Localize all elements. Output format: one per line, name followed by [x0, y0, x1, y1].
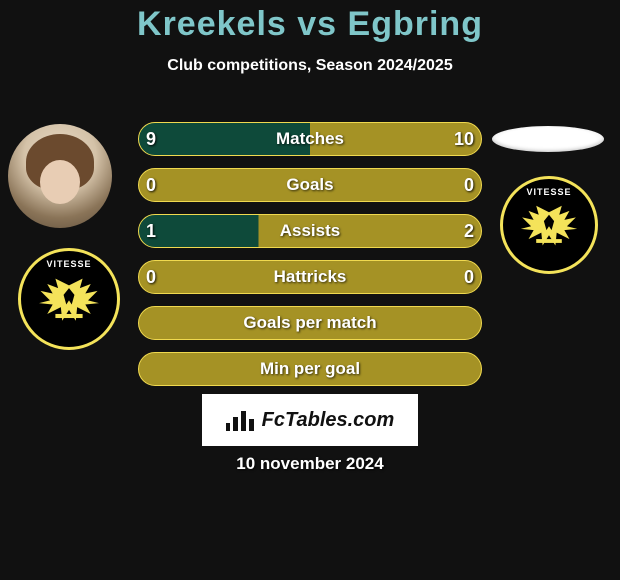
stat-pill: Min per goal	[138, 352, 482, 386]
stat-row: Goals 0 0	[0, 168, 620, 204]
stat-pill: Assists	[138, 214, 482, 248]
stat-row: Assists 1 2	[0, 214, 620, 250]
stat-row: Goals per match	[0, 306, 620, 342]
title-player-right: Egbring	[348, 5, 483, 43]
stat-pill: Goals	[138, 168, 482, 202]
stat-value-right: 10	[444, 122, 474, 156]
stat-value-left: 0	[146, 260, 176, 294]
stat-value-right: 2	[444, 214, 474, 248]
snapshot-date: 10 november 2024	[0, 454, 620, 474]
stat-pill: Goals per match	[138, 306, 482, 340]
stat-value-right: 0	[444, 260, 474, 294]
stat-pill: Matches	[138, 122, 482, 156]
source-logo: FcTables.com	[202, 394, 418, 446]
stat-value-left: 1	[146, 214, 176, 248]
stat-value-left: 9	[146, 122, 176, 156]
stat-value-left: 0	[146, 168, 176, 202]
comparison-card: Kreekels vs Egbring Club competitions, S…	[0, 0, 620, 580]
stat-value-right	[444, 306, 474, 340]
stat-row: Min per goal	[0, 352, 620, 388]
stat-row: Hattricks 0 0	[0, 260, 620, 296]
stat-row: Matches 9 10	[0, 122, 620, 158]
stat-value-left	[146, 352, 176, 386]
title-player-left: Kreekels	[137, 5, 287, 43]
stat-value-right	[444, 352, 474, 386]
stat-rows: Matches 9 10 Goals 0 0 Assists 1 2 Hattr…	[0, 122, 620, 398]
subtitle: Club competitions, Season 2024/2025	[0, 57, 620, 75]
bars-icon	[226, 409, 254, 431]
source-logo-text: FcTables.com	[262, 409, 395, 432]
title-vs: vs	[297, 5, 337, 43]
stat-value-left	[146, 306, 176, 340]
stat-value-right: 0	[444, 168, 474, 202]
page-title: Kreekels vs Egbring	[0, 6, 620, 43]
stat-pill: Hattricks	[138, 260, 482, 294]
